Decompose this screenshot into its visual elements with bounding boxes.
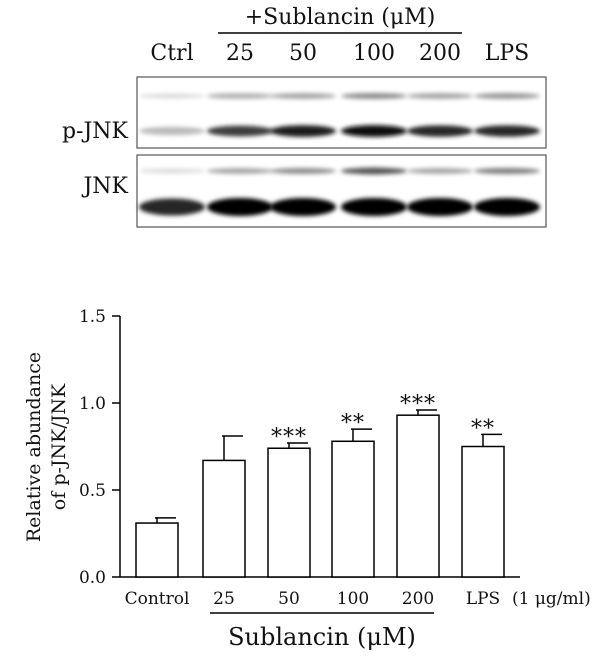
bar [461,445,505,578]
pjnk-lower-band [139,126,205,136]
blot-lane-label: 50 [289,41,317,66]
x-tick-label: 25 [213,589,235,609]
blot-lane-label: 100 [353,41,395,66]
pjnk-upper-band [270,93,336,99]
jnk-upper-band [474,167,540,175]
pjnk-upper-band [341,92,407,100]
blot-pjnk-strip [136,76,547,149]
blot-row-label-jnk: JNK [81,174,128,199]
jnk-lower-band [474,198,540,216]
lps-unit-label: (1 μg/ml) [512,589,591,609]
blot-lane-label: 25 [226,41,254,66]
y-tick-label: 0.5 [79,481,106,501]
jnk-lower-band [207,198,273,216]
significance-marker: ** [471,416,495,441]
jnk-upper-band [139,168,205,174]
blot-lane-label: LPS [485,41,529,66]
y-axis-label-text: Relative abundance of p-JNK/JNK [23,352,70,542]
jnk-lower-band [139,198,205,216]
jnk-upper-band [270,167,336,175]
sublancin-group-label: Sublancin (μM) [228,623,416,651]
blot-lane-labels: Ctrl 25 50 100 200 LPS [150,41,529,66]
pjnk-lower-band [407,125,473,137]
y-axis-label-line: Relative abundance [23,352,45,542]
pjnk-lower-band [474,125,540,137]
y-ticks: 0.0 0.5 1.0 1.5 [79,307,120,588]
x-tick-label: LPS [466,589,500,609]
jnk-lower-band [341,198,407,216]
x-tick-label: 100 [337,589,369,609]
significance-marker: *** [271,425,307,450]
blot-lane-label: 200 [419,41,461,66]
bar [267,447,311,578]
x-tick-label: Control [125,589,190,609]
significance-marker: ** [341,411,365,436]
bar [202,459,246,578]
jnk-lower-band [270,198,336,216]
blot-row-label-pjnk: p-JNK [62,119,129,144]
jnk-upper-band [341,167,407,175]
blot-bands [139,92,540,216]
y-axis-label-line: of p-JNK/JNK [48,383,70,510]
western-blot: +Sublancin (μM) Ctrl 25 50 100 200 LPS p-JNK J… [62,5,547,228]
y-tick-label: 0.0 [79,568,106,588]
bar [396,414,440,578]
y-tick-label: 1.5 [79,307,106,327]
y-axis-label: Relative abundance of p-JNK/JNK [23,352,70,542]
jnk-upper-band [407,168,473,174]
bar [331,440,375,578]
x-tick-label: 50 [278,589,300,609]
jnk-upper-band [207,168,273,174]
pjnk-upper-band [139,93,205,99]
pjnk-upper-band [407,93,473,99]
bar-chart: Relative abundance of p-JNK/JNK 0.0 0.5 1.0… [23,307,591,651]
y-tick-label: 1.0 [79,394,106,414]
blot-row-labels: p-JNK JNK [62,119,129,199]
pjnk-lower-band [341,125,407,137]
pjnk-lower-band [270,125,336,137]
blot-treatment-header: +Sublancin (μM) [245,5,436,30]
pjnk-upper-band [474,93,540,99]
pjnk-upper-band [207,93,273,99]
blot-lane-label: Ctrl [150,41,193,66]
blot-jnk-strip [136,154,547,228]
x-tick-label: 200 [402,589,434,609]
significance-marker: *** [400,392,436,417]
jnk-lower-band [407,198,473,216]
bar [135,522,179,578]
x-tick-labels: Control 25 50 100 200 LPS [125,589,501,609]
pjnk-lower-band [207,125,273,137]
bars: ********** [135,392,505,578]
